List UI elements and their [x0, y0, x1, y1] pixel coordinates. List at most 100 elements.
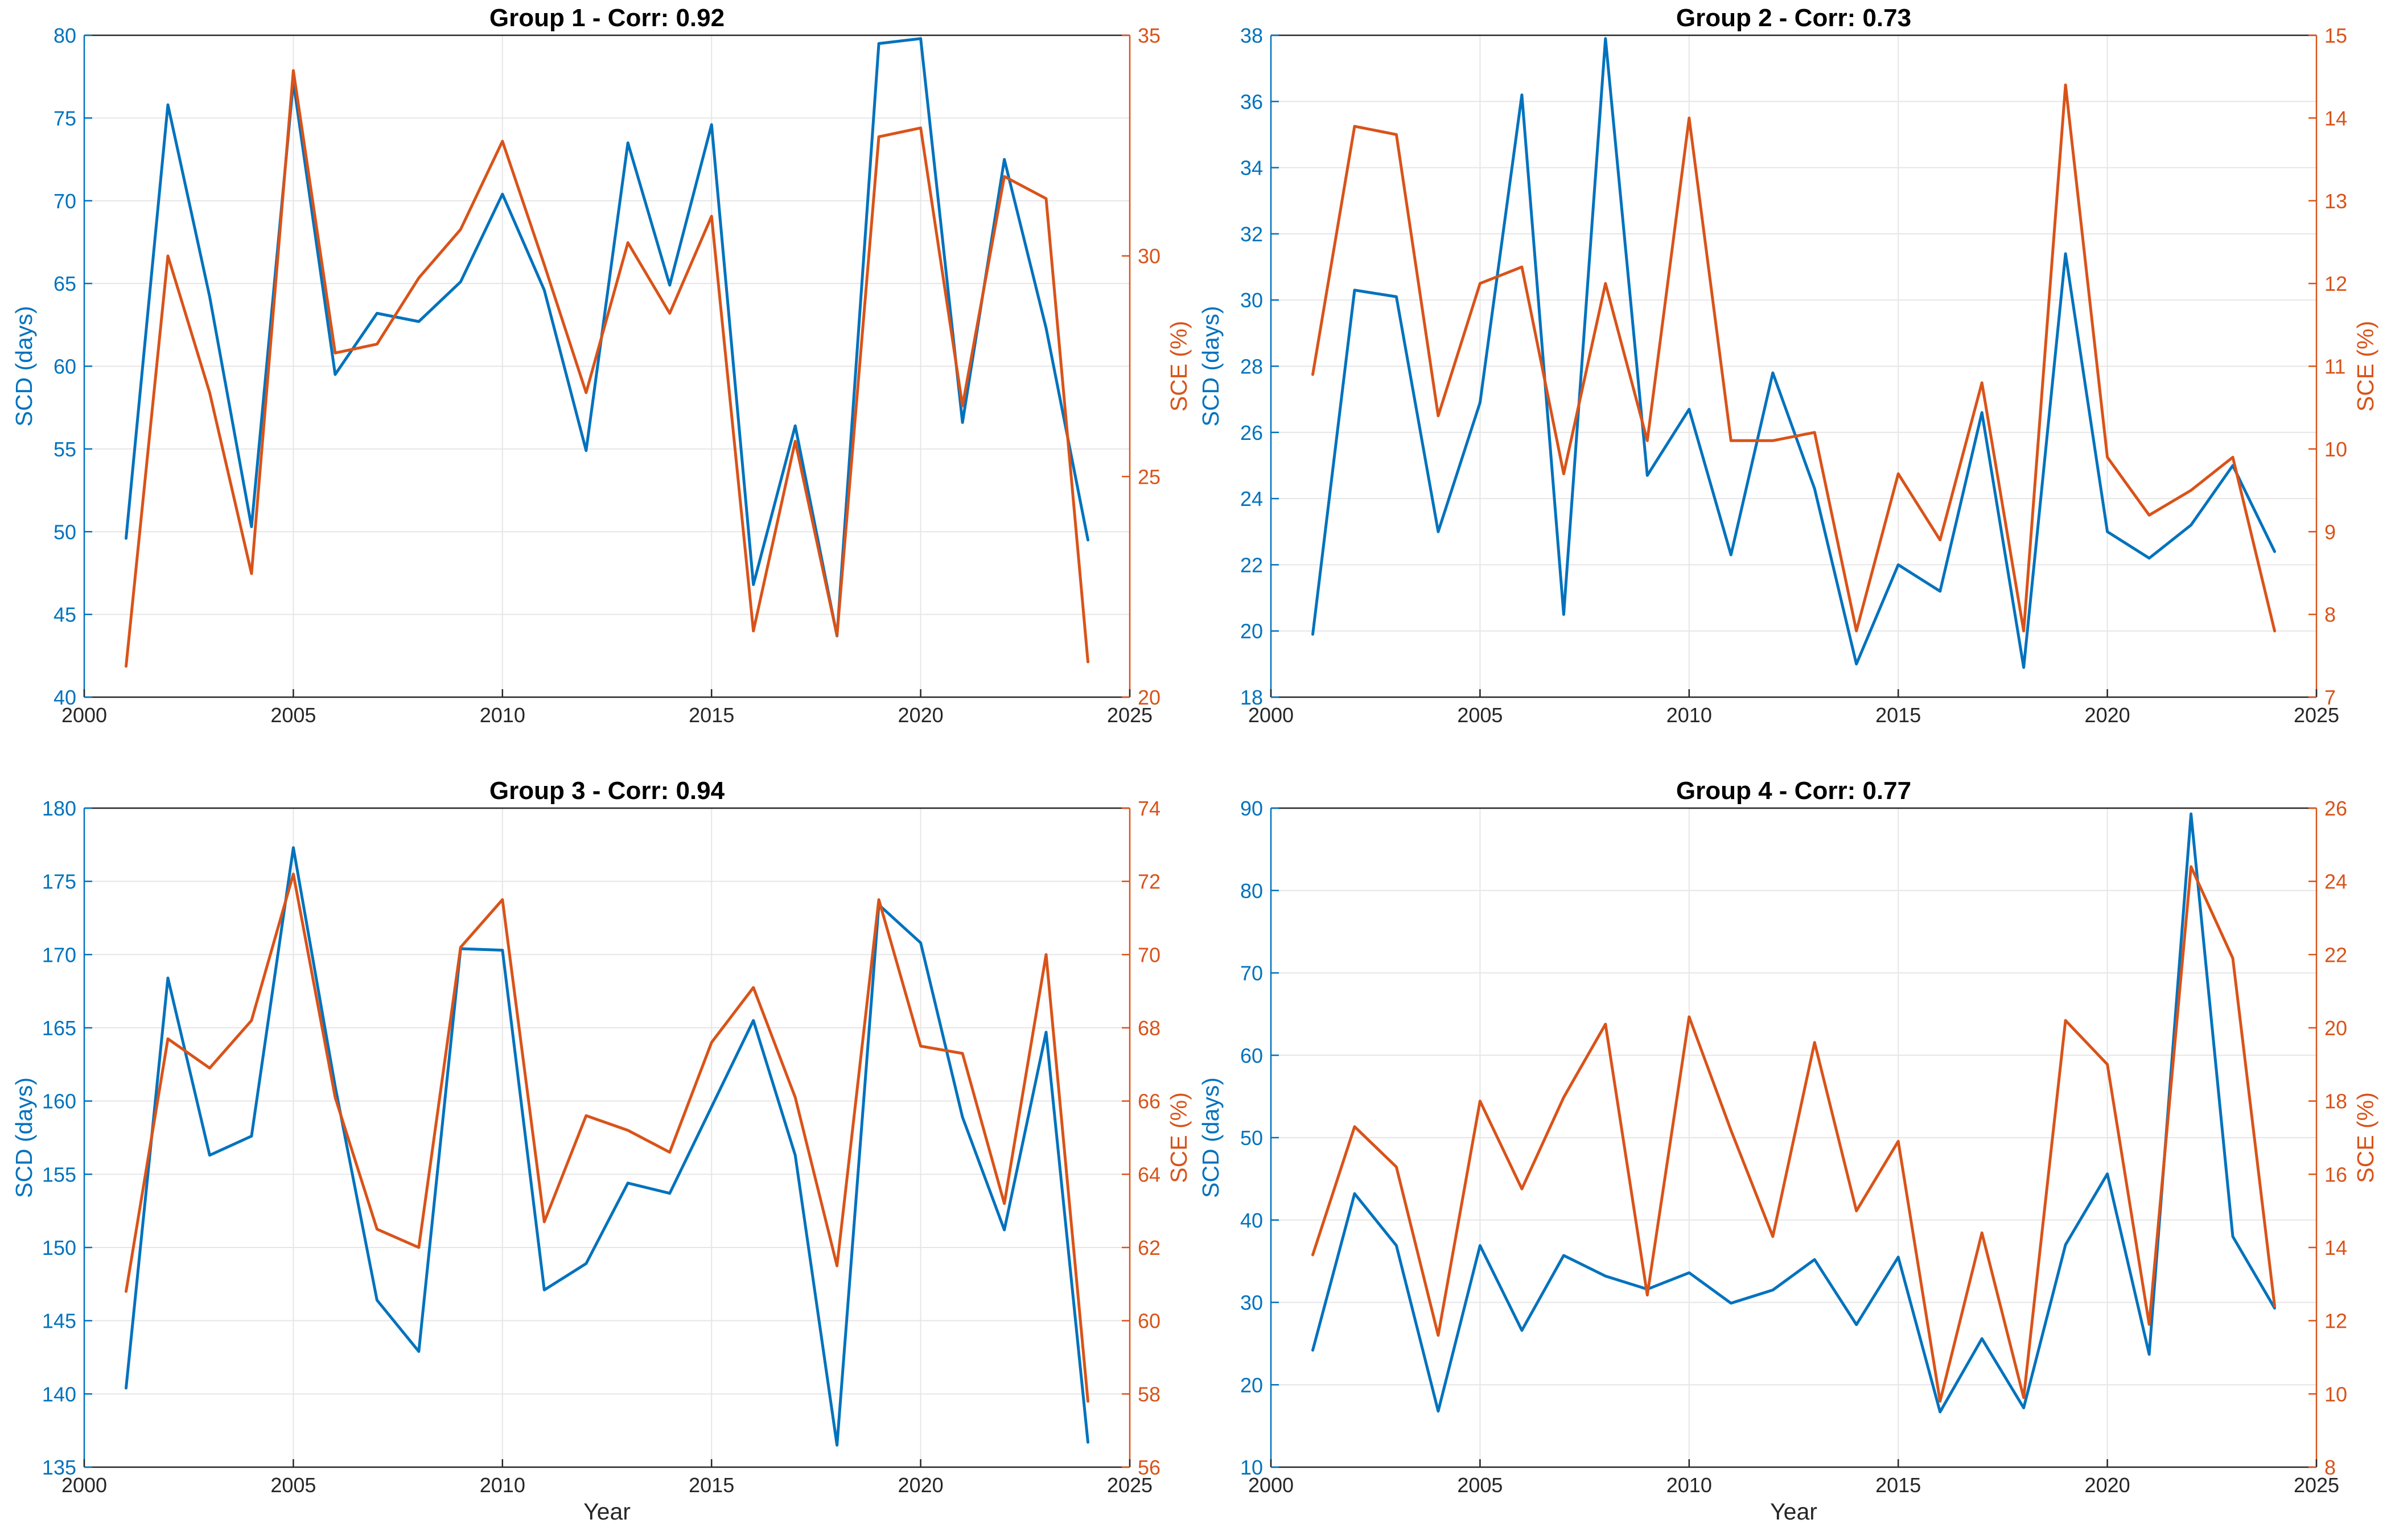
scd-series-line	[1311, 812, 2276, 1414]
right-y-tick-label: 11	[2324, 355, 2345, 378]
right-y-tick-label: 22	[2324, 943, 2347, 966]
plot-area	[84, 808, 1130, 1467]
left-y-tick-label: 60	[1240, 1044, 1263, 1067]
x-tick-label: 2025	[2294, 1473, 2339, 1497]
left-y-tick-label: 160	[42, 1090, 76, 1113]
x-axis-label: Year	[583, 1498, 631, 1525]
left-y-tick-label: 150	[42, 1236, 76, 1259]
right-y-tick-label: 12	[2324, 272, 2347, 295]
left-y-tick-label: 40	[54, 686, 76, 709]
right-y-tick-label: 60	[1138, 1310, 1161, 1333]
right-y-tick-label: 9	[2324, 520, 2336, 543]
chart-title: Group 1 - Corr: 0.92	[489, 4, 725, 32]
left-y-tick-label: 45	[54, 603, 76, 627]
right-y-tick-label: 16	[2324, 1163, 2347, 1186]
x-tick-label: 2020	[2085, 1473, 2130, 1497]
left-y-tick-label: 26	[1240, 421, 1263, 444]
x-tick-label: 2015	[689, 1473, 734, 1497]
left-y-tick-label: 135	[42, 1456, 76, 1479]
left-y-tick-label: 30	[1240, 289, 1263, 312]
chart-group-2: 2000 2005 2010 2015 2020 2025 18 20 22 24 26 28 30 32…	[1198, 4, 2378, 727]
x-tick-label: 2015	[689, 703, 734, 727]
right-y-tick-label: 7	[2324, 686, 2336, 709]
left-y-tick-label: 165	[42, 1016, 76, 1040]
x-tick-label: 2000	[61, 703, 107, 727]
x-tick-label: 2010	[480, 1473, 525, 1497]
right-y-axis-label: SCE (%)	[2352, 321, 2378, 411]
left-y-tick-label: 70	[1240, 962, 1263, 985]
left-y-tick-label: 40	[1240, 1209, 1263, 1232]
left-y-tick-label: 10	[1240, 1456, 1263, 1479]
right-y-tick-label: 8	[2324, 1456, 2336, 1479]
right-y-tick-label: 25	[1138, 465, 1161, 488]
chart-group-3: 2000 2005 2010 2015 2020 2025 135 140 145 150 155 1…	[11, 777, 1192, 1525]
left-y-axis-label: SCD (days)	[1198, 306, 1224, 427]
left-y-axis-label: SCD (days)	[11, 306, 37, 427]
sce-series-line	[1311, 865, 2276, 1403]
left-y-tick-label: 175	[42, 870, 76, 893]
x-tick-label: 2015	[1875, 703, 1921, 727]
left-y-axis-label: SCD (days)	[11, 1077, 37, 1198]
chart-title: Group 3 - Corr: 0.94	[489, 777, 725, 805]
left-y-tick-label: 32	[1240, 223, 1263, 246]
chart-group-1: 2000 2005 2010 2015 2020 20254045505560657075…	[11, 4, 1192, 727]
right-y-axis-label: SCE (%)	[1166, 1092, 1192, 1183]
x-tick-label: 2025	[1107, 1473, 1153, 1497]
left-y-tick-label: 22	[1240, 553, 1263, 577]
chart-group-4: 2000 2005 2010 2015 2020 20251020304050607080…	[1198, 777, 2378, 1525]
x-tick-label: 2005	[1457, 1473, 1503, 1497]
right-y-tick-label: 68	[1138, 1016, 1161, 1040]
right-y-tick-label: 72	[1138, 870, 1161, 893]
right-y-tick-label: 35	[1138, 24, 1161, 47]
left-y-tick-label: 18	[1240, 686, 1263, 709]
left-y-tick-label: 20	[1240, 620, 1263, 643]
x-tick-label: 2010	[480, 703, 525, 727]
chart-title: Group 4 - Corr: 0.77	[1676, 777, 1911, 805]
left-y-tick-label: 34	[1240, 157, 1263, 180]
right-y-tick-label: 20	[2324, 1016, 2347, 1040]
x-tick-label: 2020	[898, 703, 944, 727]
sce-series-line	[125, 872, 1089, 1403]
right-y-tick-label: 64	[1138, 1163, 1161, 1186]
left-y-axis-label: SCD (days)	[1198, 1077, 1224, 1198]
left-y-tick-label: 30	[1240, 1291, 1263, 1315]
right-y-tick-label: 14	[2324, 1236, 2347, 1259]
left-y-tick-label: 36	[1240, 90, 1263, 113]
left-y-tick-label: 65	[54, 272, 76, 295]
left-y-tick-label: 24	[1240, 487, 1263, 510]
right-y-tick-label: 10	[2324, 1382, 2347, 1406]
right-y-tick-label: 62	[1138, 1236, 1161, 1259]
right-y-tick-label: 70	[1138, 943, 1161, 966]
left-y-tick-label: 50	[54, 520, 76, 543]
left-y-tick-label: 28	[1240, 355, 1263, 378]
right-y-tick-label: 12	[2324, 1310, 2347, 1333]
x-tick-label: 2015	[1875, 1473, 1921, 1497]
x-tick-label: 2010	[1666, 703, 1712, 727]
right-y-tick-label: 14	[2324, 106, 2347, 130]
right-y-tick-label: 58	[1138, 1382, 1161, 1406]
left-y-tick-label: 70	[54, 190, 76, 213]
x-tick-label: 2005	[270, 703, 316, 727]
left-y-tick-label: 20	[1240, 1373, 1263, 1397]
x-tick-label: 2000	[1248, 703, 1294, 727]
right-y-tick-label: 18	[2324, 1090, 2347, 1113]
x-tick-label: 2020	[2085, 703, 2130, 727]
left-y-tick-label: 38	[1240, 24, 1263, 47]
left-y-tick-label: 80	[54, 24, 76, 47]
right-y-tick-label: 20	[1138, 686, 1161, 709]
left-y-tick-label: 60	[54, 355, 76, 378]
left-y-tick-label: 50	[1240, 1126, 1263, 1150]
scd-series-line	[1311, 37, 2276, 669]
left-y-tick-label: 170	[42, 943, 76, 966]
x-tick-label: 2000	[1248, 1473, 1294, 1497]
right-y-tick-label: 8	[2324, 603, 2336, 627]
chart-title: Group 2 - Corr: 0.73	[1676, 4, 1911, 32]
right-y-axis-label: SCE (%)	[1166, 321, 1192, 411]
sce-series-line	[1311, 83, 2276, 633]
right-y-tick-label: 13	[2324, 190, 2347, 213]
left-y-tick-label: 145	[42, 1310, 76, 1333]
right-y-tick-label: 26	[2324, 797, 2347, 820]
right-y-tick-label: 10	[2324, 438, 2347, 461]
right-y-tick-label: 56	[1138, 1456, 1161, 1479]
